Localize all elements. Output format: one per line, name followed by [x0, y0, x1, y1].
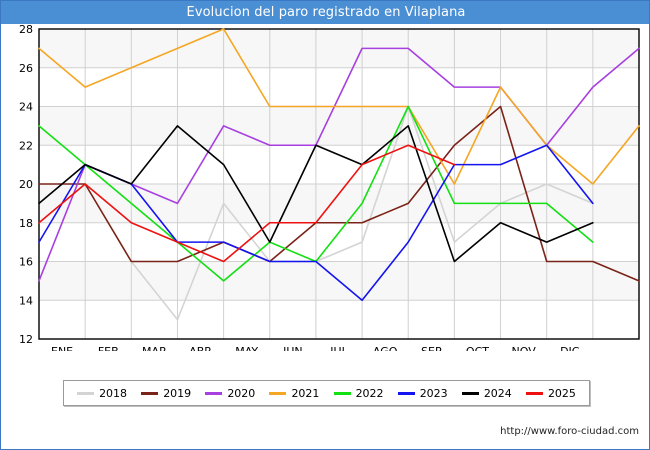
- legend-item-2021[interactable]: 2021: [269, 387, 319, 400]
- x-axis-tick-label: JUL: [329, 345, 348, 351]
- series-line-2024: [38, 125, 594, 263]
- series-line-2025: [38, 144, 456, 263]
- legend-item-2025[interactable]: 2025: [525, 386, 576, 400]
- legend-item-label: 2018: [99, 386, 128, 400]
- x-axis-tick-label: SEP: [421, 345, 442, 351]
- x-axis-tick-label: ABR: [189, 345, 212, 351]
- y-axis-tick-label: 20: [19, 178, 33, 191]
- legend-swatch-icon: [77, 391, 95, 395]
- legend-swatch-icon: [269, 391, 287, 395]
- line-chart-svg: 12 14 16 18 20 22 24 26 28 ENE FEB MAR ABR MAY JUN JUL A…: [19, 24, 640, 351]
- legend-item-2022[interactable]: 2022: [333, 386, 384, 400]
- x-axis-tick-label: MAR: [142, 345, 167, 351]
- y-axis-tick-label: 14: [19, 294, 33, 307]
- x-axis-tick-label: NOV: [512, 345, 537, 351]
- x-axis-tick-label: AGO: [373, 345, 398, 351]
- x-axis-tick-label: JUN: [282, 345, 303, 351]
- legend-swatch-icon: [525, 391, 543, 395]
- y-axis-tick-label: 22: [19, 139, 33, 152]
- window-title-bar: Evolucion del paro registrado en Vilapla…: [1, 1, 649, 24]
- legend-item-2024[interactable]: 2024: [461, 386, 512, 400]
- y-axis-tick-label: 26: [19, 62, 33, 75]
- page-title: Evolucion del paro registrado en Vilapla…: [186, 5, 466, 20]
- legend-item-2023[interactable]: 2023: [397, 386, 448, 400]
- source-url: http://www.foro-ciudad.com: [500, 426, 639, 437]
- x-axis-tick-label: DIC: [560, 345, 580, 351]
- y-axis-tick-label: 12: [19, 333, 33, 346]
- legend-swatch-icon: [397, 391, 415, 395]
- x-axis-tick-label: OCT: [466, 345, 489, 351]
- legend-item-label: 2023: [419, 386, 448, 400]
- y-axis-tick-label: 16: [19, 256, 33, 269]
- legend-swatch-icon: [141, 391, 159, 395]
- chart-legend: 2018 2019 2020 2021 2022 2023 2024 2025: [63, 380, 590, 406]
- legend-item-label: 2019: [163, 386, 192, 400]
- y-axis-tick-label: 24: [19, 101, 33, 114]
- plot-band: [39, 106, 639, 146]
- chart-plot-area: 12 14 16 18 20 22 24 26 28 ENE FEB MAR ABR MAY JUN JUL A…: [1, 24, 649, 351]
- legend-item-label: 2020: [227, 386, 256, 400]
- y-axis-tick-label: 28: [19, 24, 33, 36]
- y-axis-tick-label: 18: [19, 217, 33, 230]
- x-axis-tick-label: FEB: [98, 345, 119, 351]
- legend-item-label: 2022: [355, 386, 384, 400]
- legend-item-label: 2024: [483, 386, 512, 400]
- x-axis-tick-label: MAY: [235, 345, 258, 351]
- x-axis-tick-label: ENE: [51, 345, 73, 351]
- legend-swatch-icon: [333, 391, 351, 395]
- series-line-2019: [38, 105, 640, 282]
- legend-item-2019[interactable]: 2019: [141, 387, 191, 400]
- legend-item-label: 2025: [547, 386, 576, 400]
- plot-band: [39, 184, 639, 223]
- legend-item-label: 2021: [291, 386, 320, 400]
- legend-swatch-icon: [205, 391, 223, 395]
- legend-item-2020[interactable]: 2020: [205, 387, 255, 400]
- legend-swatch-icon: [461, 391, 479, 395]
- series-line-2021: [38, 28, 640, 185]
- plot-band: [39, 29, 639, 68]
- legend-item-2018[interactable]: 2018: [77, 387, 127, 400]
- series-line-2020: [38, 47, 640, 282]
